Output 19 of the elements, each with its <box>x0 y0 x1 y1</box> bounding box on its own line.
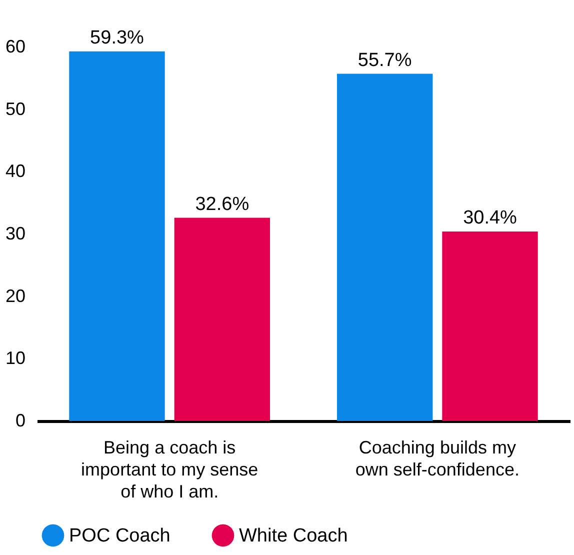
y-tick-label: 0 <box>15 410 26 430</box>
x-tick-label: Coaching builds my own self-confidence. <box>355 438 520 480</box>
y-tick-label: 60 <box>5 36 26 56</box>
data-label: 55.7% <box>358 50 412 71</box>
bar <box>336 74 433 421</box>
bar <box>69 51 165 421</box>
bar <box>442 232 538 421</box>
y-tick-label: 30 <box>5 224 26 244</box>
data-label: 32.6% <box>195 194 250 215</box>
data-label: 30.4% <box>463 208 518 229</box>
legend-label: White Coach <box>239 525 348 546</box>
x-tick-label: Being a coach is important to my sense of who I am. <box>81 438 258 502</box>
legend-label: POC Coach <box>69 525 170 546</box>
data-label: 59.3% <box>90 27 144 48</box>
y-tick-label: 40 <box>5 161 26 182</box>
y-tick-label: 50 <box>5 98 26 119</box>
y-tick-label: 10 <box>5 348 26 368</box>
y-tick-label: 20 <box>5 286 26 306</box>
bar <box>174 218 270 421</box>
